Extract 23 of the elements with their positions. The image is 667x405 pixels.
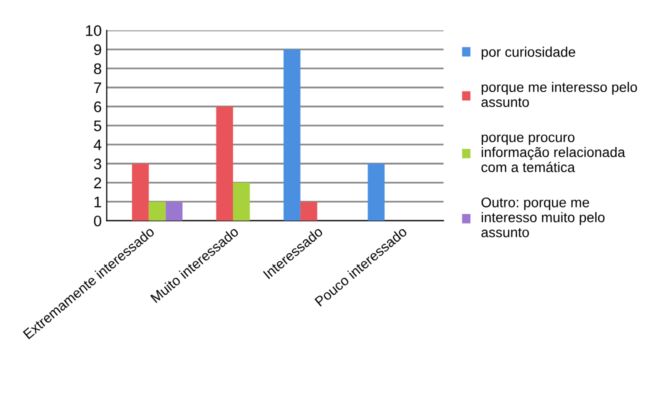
legend-label: Outro: porque me interesso muito pelo assunto xyxy=(481,198,605,238)
y-tick-label: 8 xyxy=(94,63,102,74)
bar xyxy=(132,164,149,221)
bar xyxy=(148,202,166,221)
bar xyxy=(166,202,183,221)
y-tick-label: 5 xyxy=(94,120,102,132)
bar xyxy=(233,182,250,221)
y-tick-label: 0 xyxy=(94,216,102,226)
legend-label: por curiosidade xyxy=(482,46,576,60)
y-tick-label: 4 xyxy=(94,140,102,150)
y-tick-label: 7 xyxy=(94,82,102,94)
y-tick-label: 6 xyxy=(94,101,102,112)
bar xyxy=(216,106,234,221)
bar xyxy=(300,202,318,221)
y-tick-label: 10 xyxy=(86,25,102,36)
bar xyxy=(284,49,300,221)
y-tick-label: 3 xyxy=(94,158,102,170)
y-tick-label: 9 xyxy=(94,44,102,56)
bar xyxy=(368,164,385,221)
y-tick-label: 1 xyxy=(94,196,102,208)
legend-label: porque procuro informação relacionada com a temática xyxy=(481,134,626,172)
y-tick-label: 2 xyxy=(94,178,102,188)
legend-label: porque me interesso pelo assunto xyxy=(481,82,637,108)
